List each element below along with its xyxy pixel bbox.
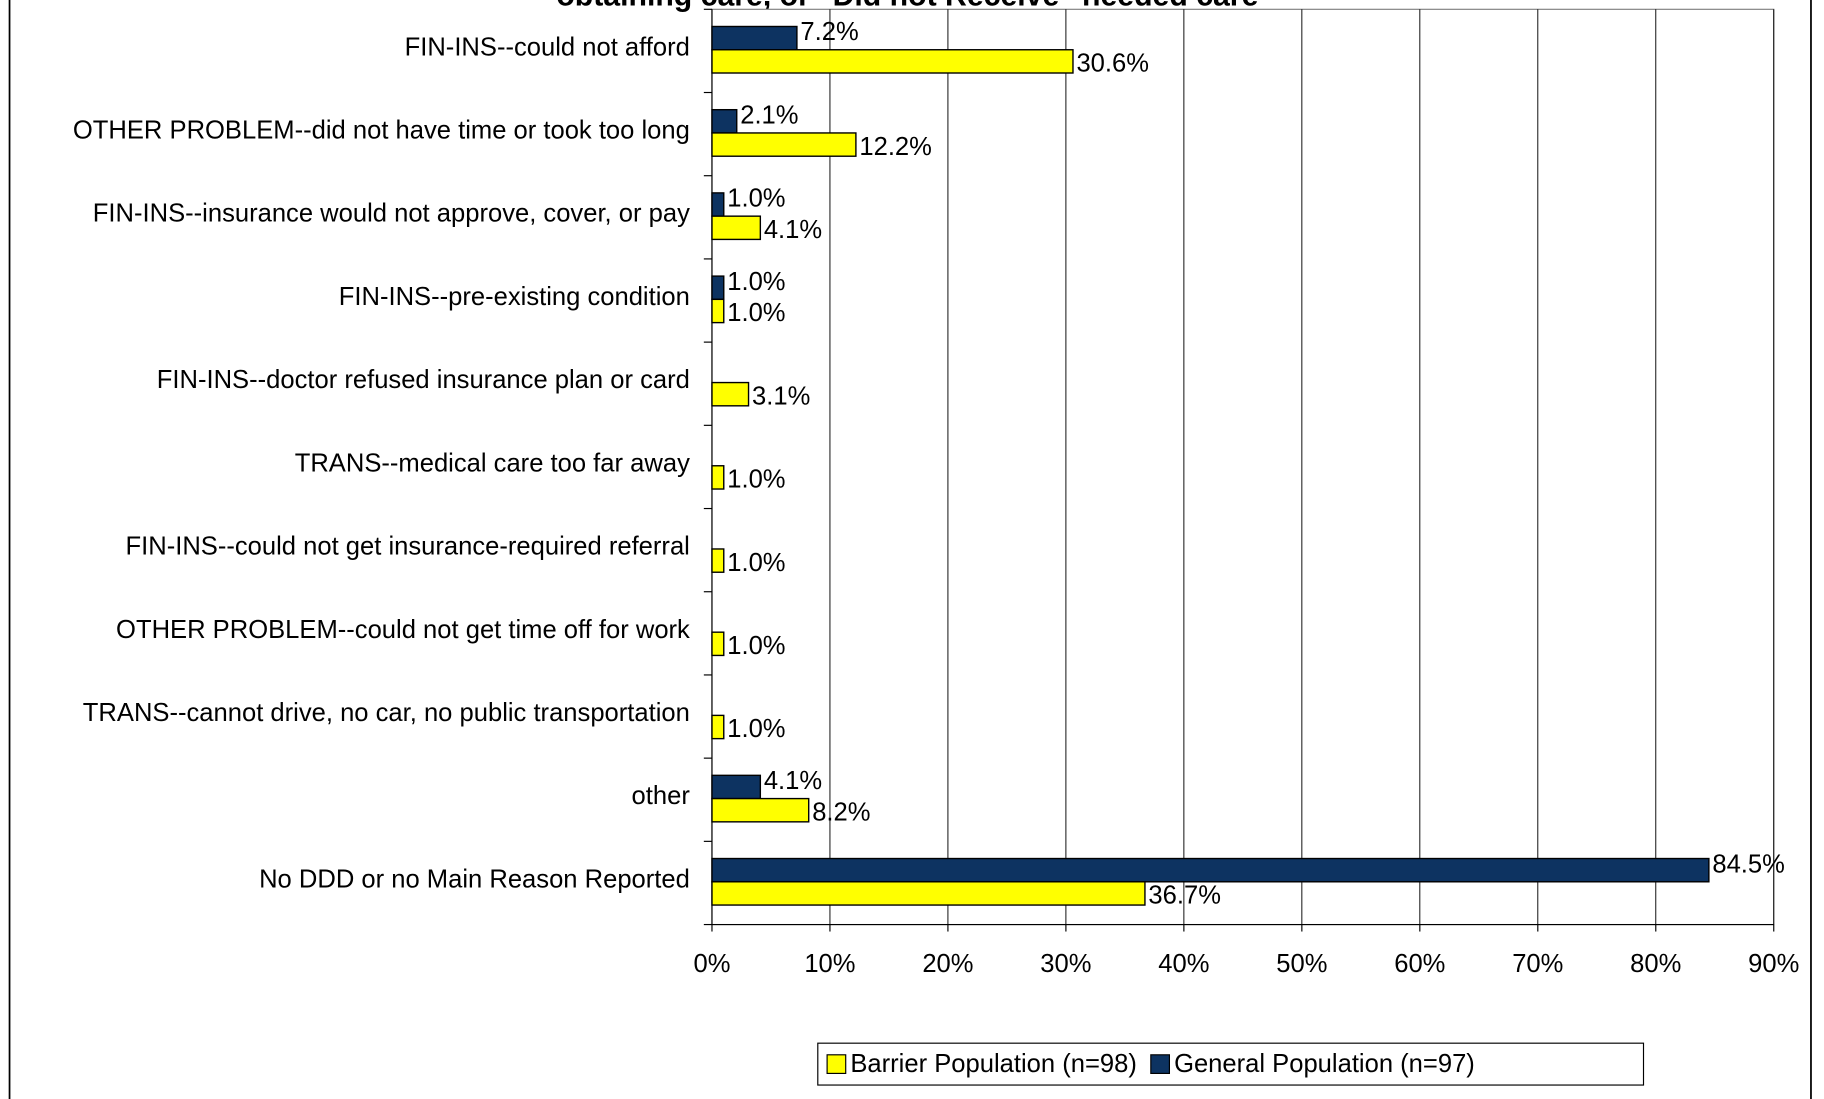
data-label: 2.1% (740, 101, 798, 129)
bar (711, 132, 857, 157)
data-label: 84.5% (1712, 850, 1785, 878)
bar (711, 857, 1710, 883)
bar (711, 797, 810, 823)
bar (711, 215, 762, 241)
legend-swatch (1150, 1054, 1171, 1074)
data-label: 1.0% (727, 715, 785, 743)
data-label: 1.0% (727, 466, 785, 494)
bar (711, 631, 725, 657)
data-label: 30.6% (1076, 50, 1149, 78)
data-label: 4.1% (764, 216, 822, 244)
bar (711, 25, 798, 51)
bar (711, 192, 725, 217)
legend-label: General Population (n=97) (1174, 1050, 1475, 1078)
x-tick-label: 30% (1040, 950, 1091, 978)
x-tick-label: 40% (1158, 950, 1209, 978)
x-tick-label: 50% (1276, 950, 1327, 978)
plot-area (711, 8, 1775, 926)
y-tick-label: FIN-INS--pre-existing condition (339, 283, 690, 311)
data-label: 1.0% (727, 299, 785, 327)
data-label: 7.2% (800, 18, 858, 46)
x-tick-label: 70% (1512, 950, 1563, 978)
legend-box (817, 1042, 1645, 1086)
bar (711, 774, 762, 800)
data-label: 8.2% (812, 798, 870, 826)
x-tick-label: 20% (922, 950, 973, 978)
y-tick-label: No DDD or no Main Reason Reported (259, 865, 690, 893)
bar (711, 465, 725, 490)
legend-swatch (826, 1054, 847, 1074)
bar (711, 275, 725, 301)
bar (711, 548, 725, 573)
x-tick-label: 60% (1394, 950, 1445, 978)
bar (711, 108, 738, 134)
x-tick-label: 90% (1748, 950, 1799, 978)
y-tick-label: TRANS--medical care too far away (295, 449, 690, 477)
y-tick-label: FIN-INS--insurance would not approve, co… (93, 200, 690, 228)
bar (711, 49, 1074, 74)
bar (711, 381, 750, 407)
y-tick-label: FIN-INS--could not afford (405, 33, 690, 61)
y-tick-label: FIN-INS--could not get insurance-require… (125, 533, 689, 561)
y-tick-label: FIN-INS--doctor refused insurance plan o… (157, 366, 690, 394)
x-tick-label: 10% (804, 950, 855, 978)
data-label: 1.0% (727, 632, 785, 660)
data-label: 1.0% (727, 549, 785, 577)
data-label: 3.1% (752, 382, 810, 410)
data-label: 1.0% (727, 268, 785, 296)
data-label: 4.1% (764, 767, 822, 795)
data-label: 1.0% (727, 185, 785, 213)
y-tick-label: TRANS--cannot drive, no car, no public t… (83, 699, 690, 727)
bar (711, 714, 725, 740)
x-tick-label: 0% (693, 950, 730, 978)
bar (711, 298, 725, 324)
data-label: 36.7% (1148, 882, 1221, 910)
y-tick-label: OTHER PROBLEM--could not get time off fo… (116, 616, 690, 644)
y-tick-label: other (632, 782, 691, 810)
x-tick-label: 80% (1630, 950, 1681, 978)
legend-label: Barrier Population (n=98) (850, 1050, 1137, 1078)
data-label: 12.2% (859, 133, 932, 161)
bar (711, 881, 1146, 906)
y-tick-label: OTHER PROBLEM--did not have time or took… (73, 117, 690, 145)
